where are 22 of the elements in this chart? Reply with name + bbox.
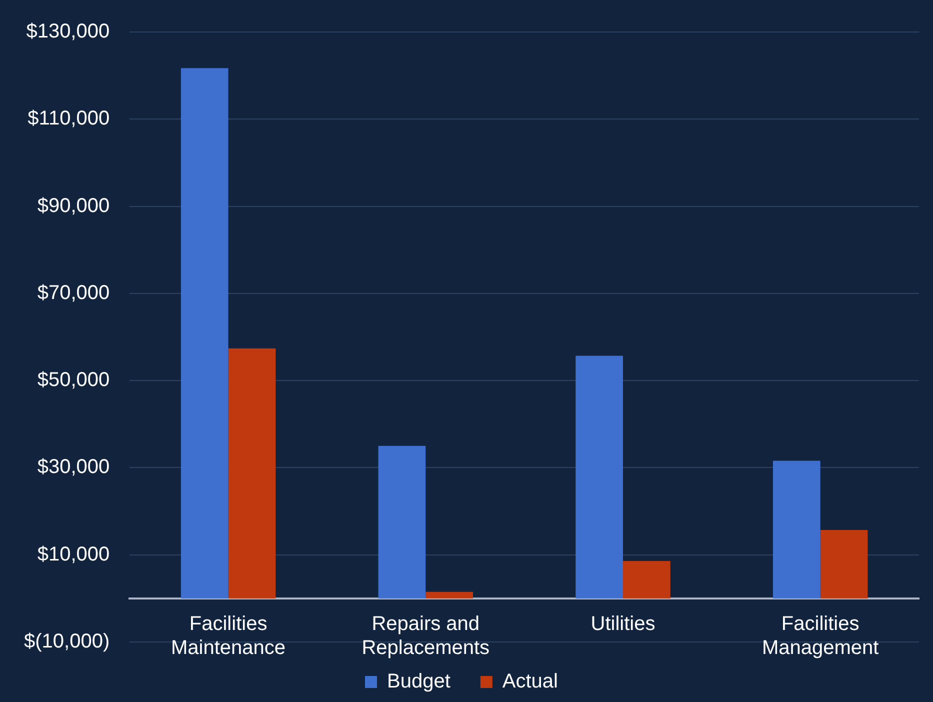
x-tick-label: Facilities Management bbox=[762, 612, 880, 659]
bar bbox=[820, 530, 868, 598]
x-tick-label: Utilities bbox=[590, 612, 656, 635]
bar bbox=[772, 460, 820, 598]
y-tick-label: $10,000 bbox=[37, 543, 110, 566]
bar bbox=[378, 446, 426, 598]
y-tick-label: $50,000 bbox=[37, 369, 110, 392]
y-tick-label: $30,000 bbox=[37, 456, 110, 478]
x-tick-label: Repairs and Replacements bbox=[362, 612, 490, 659]
y-tick-label: $90,000 bbox=[37, 194, 110, 217]
bar bbox=[180, 68, 228, 598]
y-tick-label: $110,000 bbox=[28, 108, 110, 130]
bar bbox=[622, 560, 670, 598]
y-tick-label: $70,000 bbox=[37, 282, 110, 304]
bar bbox=[426, 592, 473, 598]
legend-label: Budget bbox=[387, 670, 451, 693]
y-tick-label: $(10,000) bbox=[24, 630, 110, 653]
y-tick-label: $130,000 bbox=[26, 20, 110, 43]
legend-label: Actual bbox=[502, 670, 558, 693]
bar bbox=[576, 356, 623, 598]
x-tick-label: Facilities Maintenance bbox=[171, 612, 286, 659]
bar bbox=[228, 348, 276, 598]
